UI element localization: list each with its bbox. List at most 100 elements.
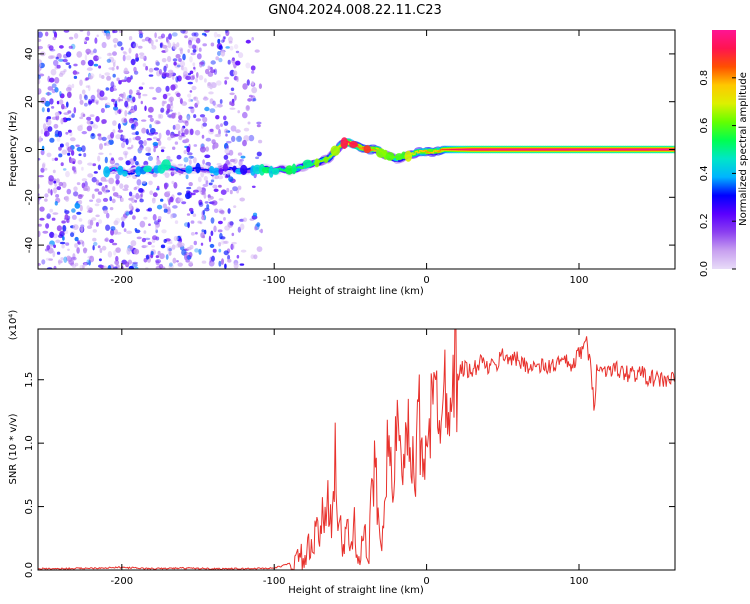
noise-speck <box>182 54 186 61</box>
noise-speck <box>240 263 245 265</box>
noise-speck <box>181 201 186 204</box>
noise-speck <box>87 52 90 55</box>
noise-speck <box>152 235 157 240</box>
noise-speck <box>103 198 108 202</box>
noise-speck <box>140 221 146 228</box>
noise-speck <box>159 133 162 139</box>
noise-speck <box>201 243 203 246</box>
noise-speck <box>148 181 152 186</box>
noise-speck <box>209 236 211 243</box>
noise-speck <box>175 76 178 83</box>
noise-speck <box>60 144 64 148</box>
noise-speck <box>81 145 86 152</box>
ridge-blob <box>195 163 200 174</box>
noise-speck <box>82 241 84 247</box>
noise-speck <box>236 51 239 53</box>
noise-speck <box>167 246 173 252</box>
noise-speck <box>143 217 147 220</box>
noise-speck <box>125 262 129 268</box>
noise-speck <box>77 240 80 244</box>
noise-speck <box>191 86 196 90</box>
noise-speck <box>129 192 132 197</box>
noise-speck <box>219 198 224 201</box>
noise-speck <box>221 50 225 56</box>
noise-speck <box>174 236 179 241</box>
noise-speck <box>65 196 69 202</box>
ridge-blob <box>385 152 394 161</box>
noise-speck <box>57 137 61 141</box>
noise-speck <box>129 95 132 98</box>
y-tick-label: 1.5 <box>24 372 35 388</box>
noise-speck <box>217 51 221 56</box>
noise-speck <box>84 95 88 101</box>
noise-speck <box>97 35 99 38</box>
noise-speck <box>188 82 193 85</box>
noise-speck <box>120 94 123 97</box>
noise-speck <box>235 61 240 66</box>
noise-speck <box>231 136 235 142</box>
noise-speck <box>213 249 217 253</box>
noise-speck <box>212 185 217 189</box>
noise-speck <box>228 176 233 182</box>
noise-speck <box>160 108 164 113</box>
noise-speck <box>190 129 194 135</box>
noise-speck <box>108 178 114 185</box>
ridge-blob <box>363 145 371 153</box>
noise-speck <box>210 108 216 113</box>
noise-speck <box>151 251 154 255</box>
noise-speck <box>87 205 90 210</box>
noise-speck <box>67 249 70 251</box>
noise-speck <box>166 254 169 260</box>
noise-speck <box>156 87 162 93</box>
noise-speck <box>127 98 130 103</box>
noise-speck <box>109 153 112 156</box>
noise-speck <box>125 211 129 215</box>
noise-speck <box>203 97 209 101</box>
noise-speck <box>113 30 118 33</box>
colorbar-tick-label: 0.8 <box>699 70 710 86</box>
noise-speck <box>167 109 170 114</box>
noise-speck <box>87 163 93 166</box>
noise-speck <box>194 248 199 252</box>
noise-speck <box>165 86 169 92</box>
noise-speck <box>46 258 51 261</box>
noise-speck <box>226 188 229 192</box>
noise-speck <box>53 245 56 249</box>
noise-speck <box>64 210 69 214</box>
noise-speck <box>102 137 107 141</box>
noise-speck <box>131 124 134 129</box>
noise-speck <box>193 67 195 70</box>
noise-speck <box>212 176 217 179</box>
noise-speck <box>113 38 119 43</box>
noise-speck <box>251 65 256 70</box>
noise-speck <box>67 110 71 113</box>
noise-speck <box>204 78 207 82</box>
noise-speck <box>224 155 229 160</box>
noise-speck <box>83 188 88 191</box>
noise-speck <box>74 107 77 113</box>
noise-speck <box>42 107 45 112</box>
noise-speck <box>170 214 173 219</box>
colorbar-tick-label: 0.6 <box>699 118 710 134</box>
noise-speck <box>155 225 158 230</box>
noise-speck <box>96 222 99 227</box>
x-tick-label: -200 <box>110 275 133 286</box>
noise-speck <box>95 203 100 206</box>
noise-speck <box>160 43 163 48</box>
noise-speck <box>155 39 158 42</box>
x-tick-label: -100 <box>263 275 286 286</box>
noise-speck <box>49 78 55 83</box>
noise-speck <box>142 82 145 85</box>
noise-speck <box>90 133 95 139</box>
noise-speck <box>197 53 202 59</box>
noise-speck <box>167 242 173 245</box>
noise-speck <box>93 49 97 54</box>
noise-speck <box>172 205 178 209</box>
noise-speck <box>193 49 197 53</box>
noise-speck <box>62 225 66 232</box>
noise-speck <box>173 58 178 61</box>
ridge-blob <box>240 165 247 175</box>
noise-speck <box>112 186 115 191</box>
y-tick-label: 20 <box>24 95 35 108</box>
noise-speck <box>59 91 61 96</box>
